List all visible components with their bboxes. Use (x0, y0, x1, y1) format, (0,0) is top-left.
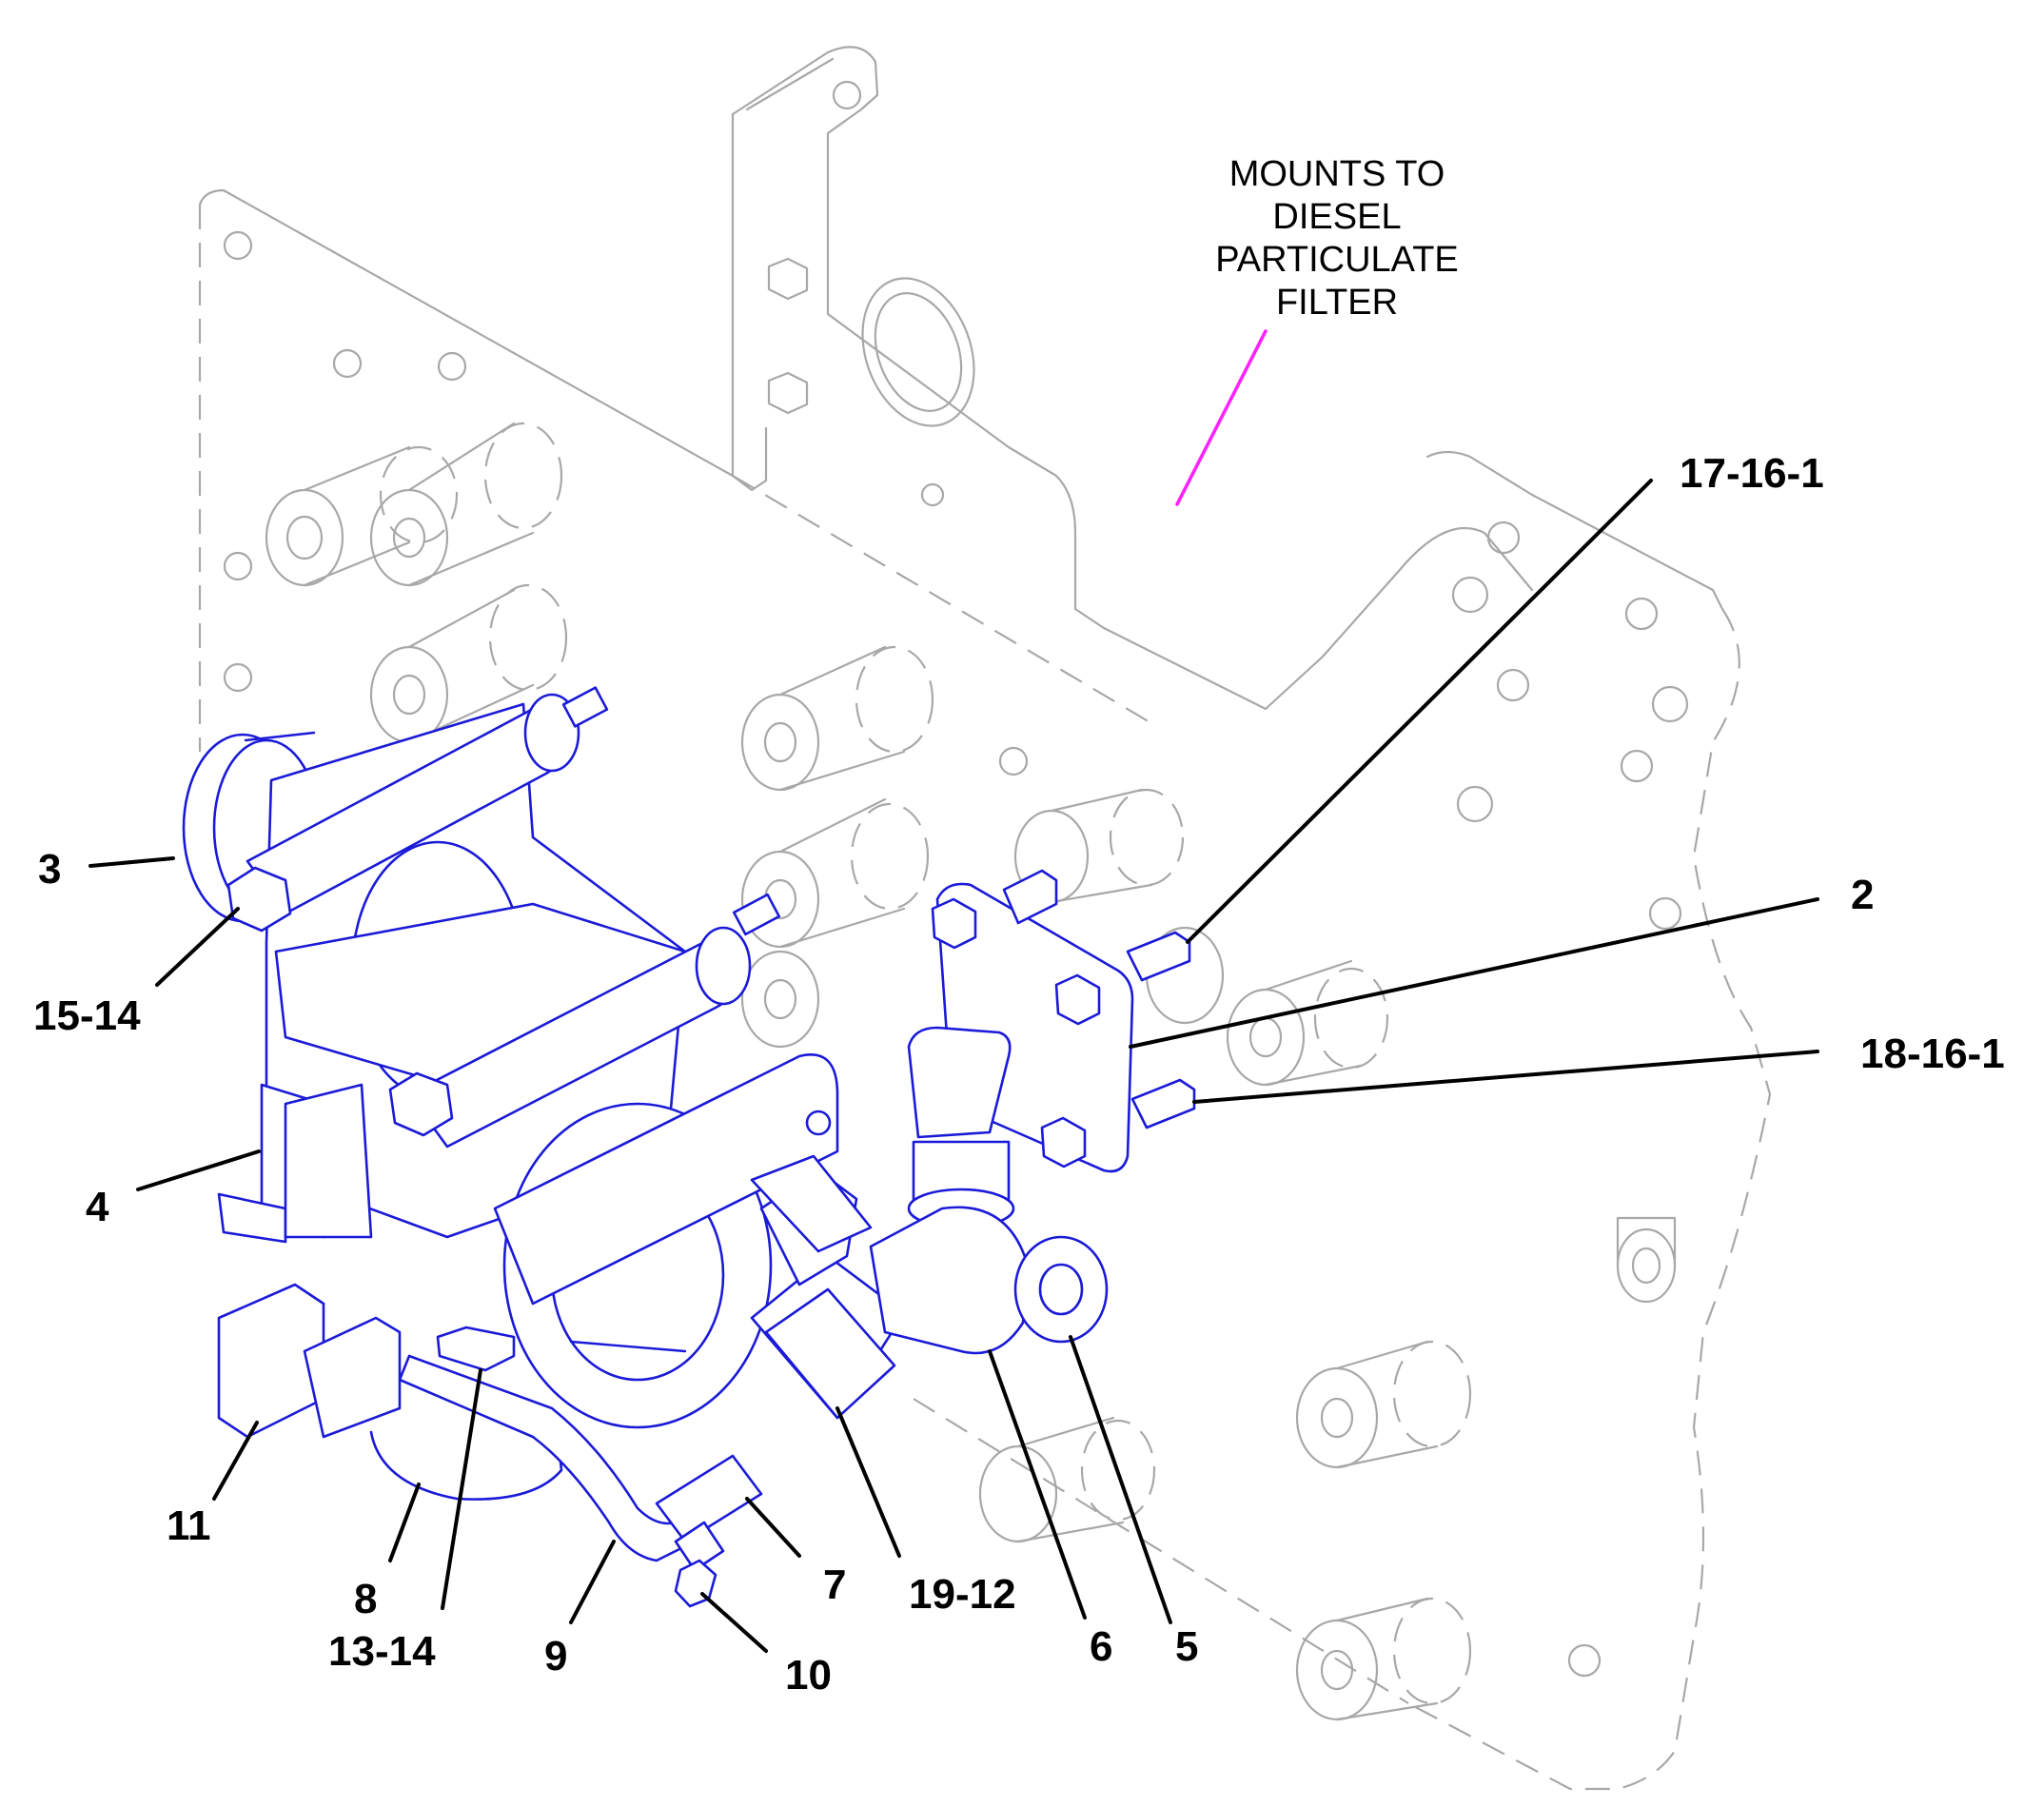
leader-11 (212, 1421, 259, 1501)
leader-5 (1069, 1335, 1172, 1624)
callout-10: 10 (785, 1652, 832, 1699)
callout-15-14: 15-14 (33, 992, 141, 1039)
callout-3: 3 (38, 846, 61, 893)
leader-19-12 (835, 1406, 901, 1558)
lower-rod (388, 893, 781, 1149)
temp-sensor (907, 1026, 1015, 1229)
stud-18 (1130, 1078, 1196, 1129)
hex-bolt-upper (226, 866, 292, 933)
callout-11: 11 (167, 1503, 211, 1549)
base-nut (436, 1326, 516, 1372)
leader-8 (388, 1483, 421, 1562)
callout-13-14: 13-14 (328, 1628, 436, 1675)
heater-block (217, 1283, 402, 1439)
dosing-module-assembly (182, 686, 1196, 1608)
leader-17-16-1 (1186, 479, 1653, 944)
leader-lines (88, 479, 1819, 1653)
mounting-bracket-reference (198, 46, 1772, 1791)
callout-6: 6 (1090, 1623, 1112, 1670)
side-block (217, 1083, 373, 1244)
note-leader-line (1175, 329, 1268, 506)
callout-4: 4 (86, 1184, 109, 1230)
leader-3 (88, 856, 175, 868)
leader-9 (569, 1540, 616, 1624)
flange-bolt-top (931, 897, 977, 950)
callout-8: 8 (354, 1576, 377, 1622)
leader-15-14 (155, 907, 240, 987)
flange-bolt-right (1054, 973, 1101, 1026)
upper-rod (226, 686, 609, 933)
callout-labels: 17-16-1 2 18-16-1 3 15-14 4 11 8 13-14 9… (33, 450, 2005, 1699)
leader-13-14 (441, 1368, 482, 1610)
leader-18-16-1 (1192, 1050, 1819, 1104)
leader-6 (988, 1349, 1087, 1620)
note-line-2: DIESEL (1272, 197, 1401, 237)
callout-2: 2 (1851, 872, 1874, 918)
callout-7: 7 (823, 1561, 846, 1608)
electrical-connector (750, 1154, 896, 1420)
leader-2 (1129, 897, 1819, 1049)
note-line-1: MOUNTS TO (1229, 154, 1445, 194)
callout-18-16-1: 18-16-1 (1860, 1031, 2005, 1077)
mounting-note: MOUNTS TO DIESEL PARTICULATE FILTER (1175, 154, 1459, 506)
leader-4 (136, 1149, 261, 1191)
elbow-fitting (869, 1206, 1109, 1355)
pump-body (493, 1053, 839, 1429)
hex-bolt-lower (388, 1071, 454, 1137)
leader-10 (700, 1592, 768, 1653)
flange-bolt-bottom (1040, 1116, 1087, 1169)
stud-17 (1126, 931, 1191, 982)
leader-7 (745, 1497, 801, 1558)
callout-5: 5 (1175, 1623, 1198, 1670)
callout-9: 9 (544, 1633, 567, 1679)
callout-19-12: 19-12 (909, 1571, 1016, 1618)
callout-17-16-1: 17-16-1 (1680, 450, 1824, 497)
note-line-3: PARTICULATE (1215, 240, 1459, 280)
note-line-4: FILTER (1276, 283, 1398, 323)
